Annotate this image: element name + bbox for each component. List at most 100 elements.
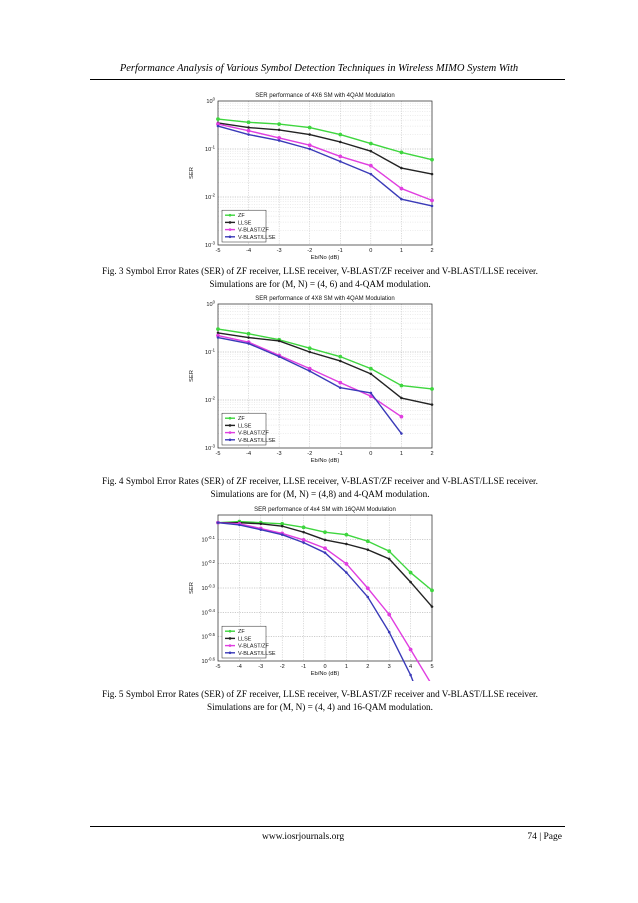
axes-frame (217, 303, 433, 449)
legend-label: LLSE (238, 636, 252, 642)
data-point (307, 143, 312, 148)
data-point (387, 557, 391, 561)
data-point (430, 204, 434, 208)
y-tick-base: 10 (202, 562, 208, 568)
legend-label: V-BLAST/LLSE (238, 651, 276, 657)
y-tick-label: 10-3 (205, 241, 216, 250)
data-point (308, 369, 312, 373)
x-tick-label: -2 (280, 664, 285, 670)
x-tick-label: -5 (216, 451, 221, 457)
series-line-v-blast-zf (217, 123, 433, 202)
legend-label: V-BLAST/LLSE (238, 235, 276, 241)
data-point (259, 528, 263, 532)
x-tick-label: 1 (400, 451, 403, 457)
x-tick-label: 4 (409, 664, 412, 670)
data-point (323, 538, 327, 542)
data-point (430, 588, 434, 593)
data-point (368, 366, 373, 371)
data-point (259, 522, 263, 526)
caption-line-2: Simulations are for (M, N) = (4, 6) and … (209, 279, 431, 289)
legend-label: ZF (238, 213, 245, 219)
y-tick-label: 10-1 (205, 145, 216, 154)
data-point (302, 541, 305, 544)
caption-line-1: Fig. 5 Symbol Error Rates (SER) of ZF re… (102, 689, 538, 699)
data-point (323, 546, 327, 551)
data-point (338, 154, 343, 159)
x-tick-label: -1 (338, 451, 343, 457)
y-tick-exponent: -0.4 (208, 608, 216, 613)
data-point (216, 117, 220, 122)
y-tick-base: 10 (202, 635, 208, 641)
legend-label: ZF (238, 416, 245, 422)
legend-marker (228, 629, 232, 633)
data-point (338, 380, 343, 385)
y-tick-base: 10 (205, 398, 211, 404)
legend-label: LLSE (238, 423, 252, 429)
data-point (307, 125, 312, 130)
data-point (409, 673, 412, 677)
y-tick-label: 100 (206, 300, 215, 309)
y-tick-exponent: -3 (211, 241, 215, 246)
y-tick-exponent: -0.6 (208, 657, 216, 662)
y-tick-base: 10 (205, 243, 211, 249)
y-tick-label: 10-2 (205, 396, 216, 405)
data-point (323, 551, 327, 555)
x-tick-label: 1 (345, 664, 348, 670)
y-tick-exponent: -0.3 (208, 584, 216, 589)
y-tick-label: 10-0.1 (202, 535, 216, 544)
x-axis-label: Eb/No (dB) (311, 671, 340, 677)
legend-marker (228, 431, 232, 434)
y-tick-exponent: -0.1 (208, 535, 216, 540)
data-point (338, 140, 342, 144)
legend-label: ZF (238, 629, 245, 635)
x-tick-label: -4 (237, 664, 242, 670)
data-point (430, 157, 434, 162)
figure-5-caption: Fig. 5 Symbol Error Rates (SER) of ZF re… (70, 688, 570, 714)
y-axis-label: SER (189, 370, 195, 382)
data-point (338, 354, 343, 359)
y-tick-exponent: -0.2 (208, 559, 216, 564)
data-point (430, 605, 434, 609)
data-point (338, 359, 342, 363)
legend-marker (228, 213, 232, 217)
data-point (277, 128, 281, 132)
data-point (280, 533, 284, 537)
data-point (369, 172, 373, 176)
data-point (387, 549, 392, 554)
y-tick-base: 10 (206, 99, 212, 105)
y-tick-exponent: 0 (213, 300, 216, 305)
data-point (323, 530, 327, 535)
y-tick-label: 10-0.6 (202, 657, 216, 666)
y-tick-label: 10-0.4 (202, 608, 216, 617)
data-point (399, 414, 404, 419)
x-tick-label: 1 (400, 248, 403, 254)
figure-3-caption: Fig. 3 Symbol Error Rates (SER) of ZF re… (70, 265, 570, 291)
footer-rule (90, 826, 565, 827)
series-line-llse (217, 122, 433, 175)
data-point (345, 571, 348, 574)
x-tick-label: 0 (369, 248, 372, 254)
y-tick-base: 10 (205, 195, 211, 201)
data-point (216, 521, 220, 525)
legend-marker (228, 424, 232, 427)
data-point (430, 172, 434, 176)
y-tick-base: 10 (206, 302, 212, 308)
data-point (246, 128, 251, 133)
data-point (430, 198, 434, 203)
y-tick-label: 10-0.2 (202, 559, 216, 568)
x-tick-label: -2 (307, 248, 312, 254)
y-axis-label: SER (189, 582, 195, 594)
caption-line-1: Fig. 4 Symbol Error Rates (SER) of ZF re… (102, 476, 538, 486)
data-point (238, 523, 241, 527)
data-point (338, 386, 342, 390)
y-tick-exponent: -1 (211, 145, 215, 150)
legend-marker (228, 235, 232, 239)
x-tick-label: 0 (369, 451, 372, 457)
caption-line-1: Fig. 3 Symbol Error Rates (SER) of ZF re… (102, 266, 538, 276)
header-rule (90, 79, 565, 80)
data-point (365, 539, 370, 544)
data-point (399, 150, 404, 155)
y-tick-exponent: -0.5 (208, 632, 216, 637)
x-tick-label: 3 (388, 664, 391, 670)
figure-4: SER performance of 4X8 SM with 4QAM Modu… (186, 292, 446, 468)
